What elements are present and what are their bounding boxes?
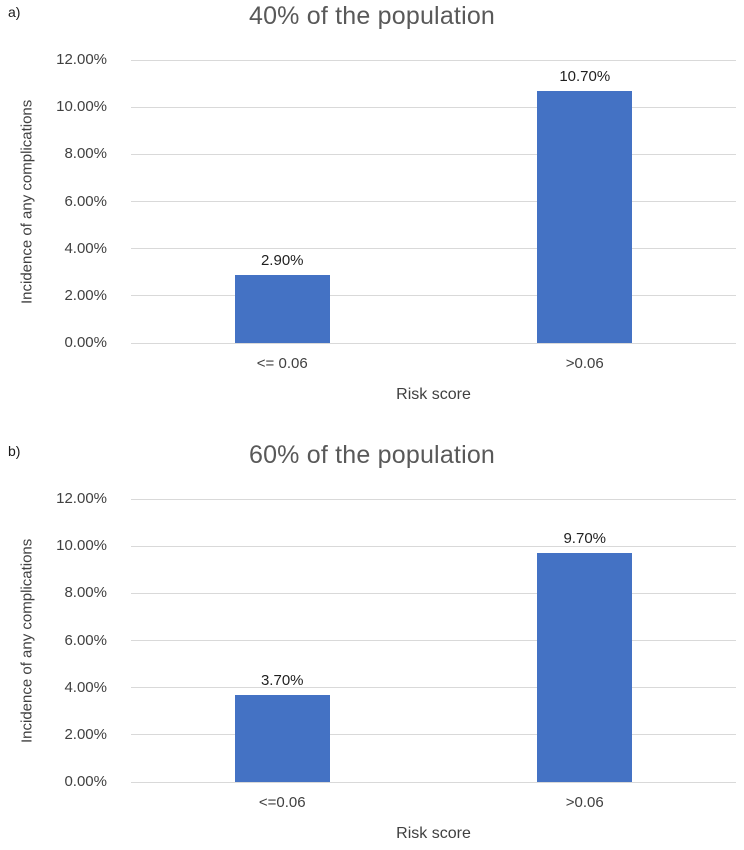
chart-a-inner: a) 40% of the population Incidence of an… (0, 2, 736, 403)
y-tick-label: 4.00% (64, 678, 107, 696)
y-tick-label: 12.00% (56, 490, 107, 507)
y-tick-label: 0.00% (64, 773, 107, 790)
bar-value-label: 10.70% (559, 67, 611, 85)
x-tick-label: >0.06 (565, 355, 604, 372)
chart-b-x-axis-title: Risk score (396, 825, 471, 842)
gridline (131, 781, 736, 783)
y-tick-label: 8.00% (64, 145, 107, 163)
chart-b-x-axis-ticks: <=0.06 >0.06 (131, 794, 736, 814)
gridline (131, 592, 736, 594)
y-tick-label: 8.00% (64, 584, 107, 602)
x-tick-label: >0.06 (565, 794, 604, 811)
chart-panel-b: b) 60% of the population Incidence of an… (0, 425, 744, 850)
gridline (131, 59, 736, 61)
x-tick-label: <= 0.06 (256, 355, 308, 372)
chart-b-plot-area: 3.70% 9.70% (131, 498, 736, 783)
y-tick-label: 10.00% (56, 537, 107, 555)
panel-label-a: a) (8, 4, 21, 20)
chart-a-x-axis-ticks: <= 0.06 >0.06 (131, 355, 736, 375)
y-tick-label: 10.00% (56, 98, 107, 116)
x-tick-label: <=0.06 (258, 794, 306, 811)
gridline (131, 201, 736, 202)
gridline (131, 498, 736, 500)
y-tick-label: 6.00% (64, 192, 107, 210)
chart-b-title: 60% of the population (248, 441, 496, 469)
chart-b-y-axis-ticks: 0.00% 2.00% 4.00% 6.00% 8.00% 10.00% 12.00% (0, 491, 119, 790)
gridline (131, 248, 736, 250)
gridline (131, 687, 736, 689)
gridline (131, 106, 736, 108)
bar-value-label: 3.70% (260, 671, 304, 689)
bar-value-label: 9.70% (563, 530, 607, 548)
bar-<=0.06 (234, 274, 330, 343)
y-tick-label: 6.00% (64, 631, 107, 649)
gridline (131, 734, 736, 736)
y-tick-label: 4.00% (64, 239, 107, 257)
gridline (131, 545, 736, 547)
chart-a-y-axis-ticks: 0.00% 2.00% 4.00% 6.00% 8.00% 10.00% 12.00% (0, 52, 119, 351)
gridline (131, 153, 736, 155)
bar->0.06 (537, 553, 633, 782)
chart-a-plot-area: 2.90% 10.70% (131, 59, 736, 344)
y-tick-label: 12.00% (56, 51, 107, 68)
gridline (131, 342, 736, 344)
y-tick-label: 0.00% (64, 334, 107, 351)
chart-b-inner: b) 60% of the population Incidence of an… (0, 439, 744, 850)
y-tick-label: 2.00% (64, 286, 107, 304)
bar-value-label: 2.90% (260, 251, 304, 269)
chart-a-title: 40% of the population (248, 2, 496, 30)
panel-label-b: b) (8, 443, 21, 459)
bar->0.06 (537, 90, 633, 343)
chart-panel-a: a) 40% of the population Incidence of an… (0, 2, 736, 403)
gridline (131, 640, 736, 641)
bar-<=0.06 (234, 694, 330, 782)
chart-a-x-axis-title: Risk score (396, 386, 471, 403)
y-tick-label: 2.00% (64, 725, 107, 743)
gridline (131, 295, 736, 297)
